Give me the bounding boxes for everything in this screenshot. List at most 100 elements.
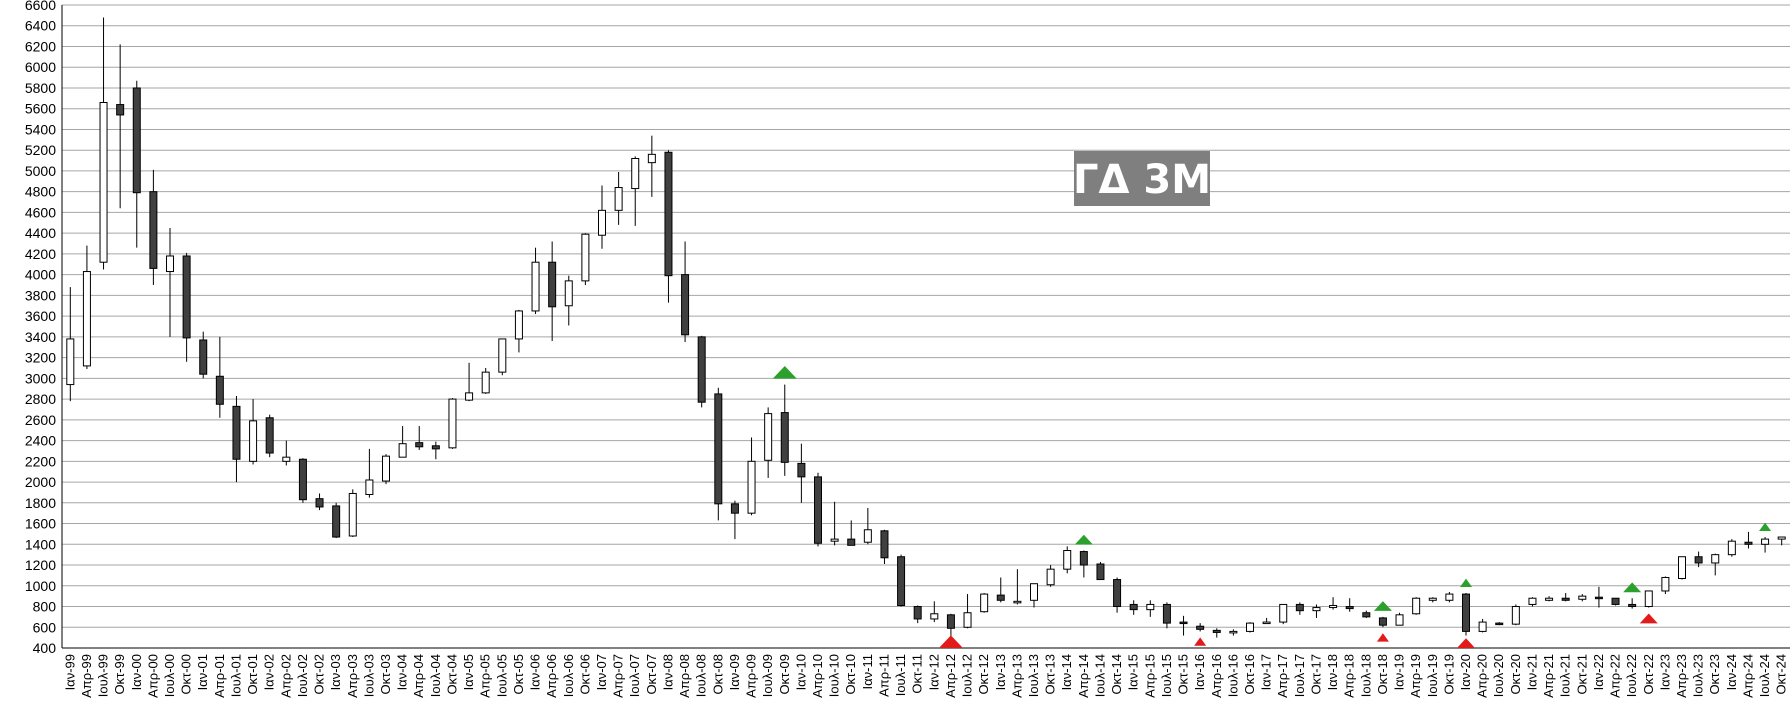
candle [1545, 596, 1554, 602]
candle [249, 399, 258, 465]
candle-body [1362, 612, 1371, 618]
x-tick-label: Οκτ-13 [1043, 654, 1058, 695]
x-tick-label: Απρ-08 [677, 654, 692, 698]
candle [1528, 597, 1537, 607]
candle-body [1329, 604, 1338, 609]
candle [963, 594, 972, 629]
x-tick-label: Οκτ-22 [1641, 654, 1656, 695]
candle-body [946, 614, 955, 629]
x-tick-label: Οκτ-08 [710, 654, 725, 695]
x-tick-label: Απρ-18 [1342, 654, 1357, 698]
candle-body [814, 476, 822, 544]
candle [1329, 597, 1338, 610]
x-tick-label: Απρ-00 [145, 654, 160, 698]
x-tick-label: Ιαν-06 [528, 654, 543, 690]
candle [298, 458, 307, 503]
x-tick-label: Ιουλ-23 [1691, 654, 1706, 697]
y-tick-label: 3200 [25, 350, 56, 366]
y-tick-label: 1200 [25, 557, 56, 573]
x-tick-label: Ιουλ-08 [694, 654, 709, 697]
candle [448, 398, 457, 449]
candle-body [1378, 617, 1387, 626]
candle [548, 241, 557, 342]
candle [764, 407, 773, 478]
candle-body [1013, 600, 1022, 604]
candle-body [332, 505, 341, 538]
x-tick-label: Ιουλ-12 [960, 654, 975, 697]
candle-body [1545, 597, 1554, 601]
x-tick-label: Ιαν-18 [1325, 654, 1340, 690]
y-tick-label: 3000 [25, 370, 56, 386]
x-tick-label: Ιαν-17 [1259, 654, 1274, 690]
y-tick-label: 5400 [25, 121, 56, 137]
candle-body [681, 274, 690, 336]
x-tick-label: Απρ-10 [810, 654, 825, 698]
candle [598, 185, 606, 249]
candle-body [996, 594, 1005, 601]
candle-body [1279, 603, 1288, 623]
sell-signal-marker [1639, 613, 1658, 624]
x-tick-label: Απρ-24 [1740, 654, 1755, 698]
candle-body [465, 392, 474, 401]
x-tick-label: Ιαν-24 [1724, 654, 1739, 690]
x-tick-label: Ιαν-02 [262, 654, 277, 690]
x-tick-label: Ιουλ-14 [1092, 654, 1107, 697]
candle-body [1777, 536, 1786, 540]
x-tick-label: Ιαν-15 [1126, 654, 1141, 690]
x-tick-label: Ιουλ-07 [627, 654, 642, 697]
x-tick-label: Ιουλ-19 [1425, 654, 1440, 697]
y-tick-label: 6400 [25, 18, 56, 34]
x-tick-label: Οκτ-10 [843, 654, 858, 695]
candle-body [830, 538, 839, 542]
candle [1295, 602, 1304, 615]
y-tick-label: 600 [33, 619, 57, 635]
candle-body [382, 455, 390, 482]
candle-body [930, 613, 939, 620]
x-tick-label: Οκτ-02 [312, 654, 327, 695]
x-tick-label: Οκτ-05 [511, 654, 526, 695]
y-tick-label: 2200 [25, 453, 56, 469]
y-tick-label: 4600 [25, 204, 56, 220]
x-tick-label: Ιουλ-24 [1757, 654, 1772, 697]
y-tick-label: 5000 [25, 163, 56, 179]
candle-body [980, 593, 989, 613]
candle [1511, 604, 1520, 626]
x-tick-label: Ιαν-01 [195, 654, 210, 690]
candles [66, 17, 1786, 642]
candle-body [481, 371, 490, 394]
candle [82, 245, 91, 370]
candle [1146, 600, 1155, 617]
x-tick-label: Απρ-17 [1275, 654, 1290, 698]
y-tick-label: 4400 [25, 225, 56, 241]
candle [1096, 561, 1105, 581]
candle-body [664, 151, 673, 277]
x-tick-label: Ιουλ-11 [893, 654, 908, 696]
candle [1478, 618, 1487, 633]
candle-body [1478, 621, 1487, 632]
candle [1711, 553, 1720, 576]
candle [66, 287, 75, 402]
x-tick-label: Ιουλ-17 [1292, 654, 1307, 697]
candle [1644, 590, 1653, 608]
candle [348, 489, 357, 538]
candle-body [365, 479, 374, 496]
x-tick-label: Οκτ-11 [910, 654, 925, 694]
buy-signal-marker [1373, 601, 1392, 611]
sell-signal-marker [1457, 638, 1475, 648]
x-tick-label: Οκτ-23 [1707, 654, 1722, 695]
x-tick-label: Οκτ-03 [378, 654, 393, 695]
y-tick-label: 3400 [25, 329, 56, 345]
candle-body [116, 104, 125, 116]
x-tick-label: Απρ-23 [1674, 654, 1689, 698]
candle-body [647, 153, 656, 164]
buy-signal-marker [1623, 582, 1642, 593]
x-tick-label: Ιαν-08 [660, 654, 675, 690]
candle [1079, 550, 1088, 578]
candle-body [1295, 603, 1304, 612]
y-tick-label: 2000 [25, 474, 56, 490]
candle-body [1611, 597, 1620, 605]
candle-body [315, 498, 324, 508]
x-tick-label: Ιαν-03 [328, 654, 343, 690]
candle [514, 309, 523, 353]
x-tick-label: Απρ-01 [212, 654, 227, 698]
